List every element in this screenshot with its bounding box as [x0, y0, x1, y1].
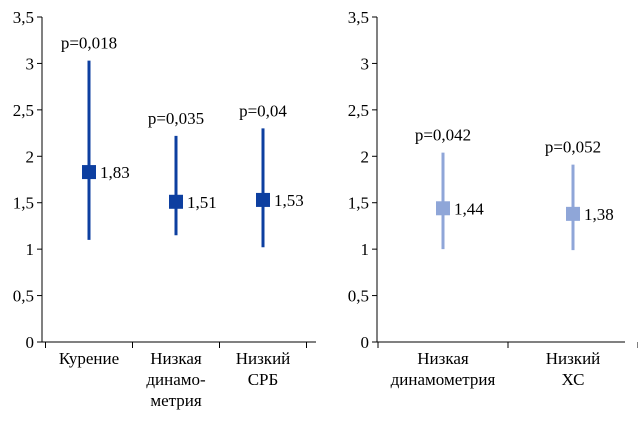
- y-tick-label: 3: [26, 54, 35, 73]
- y-tick-label: 2: [26, 147, 35, 166]
- value-label: 1,83: [100, 163, 130, 182]
- x-category-label: Курение: [59, 349, 119, 368]
- x-category-label: Низкий: [546, 349, 601, 368]
- y-tick-label: 2: [361, 147, 370, 166]
- y-tick-label: 0,5: [13, 287, 34, 306]
- chart-panel-1: 0 0,5 1 1,5 2 2,5 3 3,5 1,83 p=0,018 Курение 1,51 p=…: [13, 8, 316, 410]
- y-tick-label: 3,5: [348, 8, 369, 27]
- chart-panel-2: 0 0,5 1 1,5 2 2,5 3 3,5 1,44 p=0,042 Низкая динамом…: [348, 8, 638, 389]
- value-label: 1,44: [454, 199, 484, 218]
- x-category-label: ХС: [562, 370, 585, 389]
- p-value-label: p=0,04: [239, 101, 287, 120]
- category-group: 1,38 p=0,052 Низкий ХС: [545, 138, 614, 389]
- category-group: 1,53 p=0,04 Низкий СРБ: [236, 101, 304, 389]
- p-value-label: p=0,042: [415, 126, 471, 145]
- x-category-label: метрия: [150, 391, 202, 410]
- y-tick-label: 1: [26, 240, 35, 259]
- y-tick-label: 3,5: [13, 8, 34, 27]
- x-category-label: динамометрия: [391, 370, 496, 389]
- value-label: 1,38: [584, 205, 614, 224]
- y-tick-label: 1,5: [348, 194, 369, 213]
- point-estimate-marker: [436, 201, 450, 216]
- x-category-label: Низкая: [417, 349, 469, 368]
- x-category-label: СРБ: [248, 370, 279, 389]
- y-tick-label: 2,5: [13, 101, 34, 120]
- y-tick-label: 1: [361, 240, 370, 259]
- y-tick-label: 3: [361, 54, 370, 73]
- x-category-label: Низкий: [236, 349, 291, 368]
- p-value-label: p=0,018: [61, 34, 117, 53]
- x-category-label: Низкая: [150, 349, 202, 368]
- value-label: 1,53: [274, 191, 304, 210]
- category-group: 1,44 p=0,042 Низкая динамометрия: [391, 126, 496, 389]
- y-tick-label: 2,5: [348, 101, 369, 120]
- value-label: 1,51: [187, 193, 217, 212]
- point-estimate-marker: [169, 194, 183, 209]
- x-category-label: динамо-: [146, 370, 206, 389]
- y-tick-label: 0,5: [348, 287, 369, 306]
- y-tick-label: 0: [361, 333, 370, 352]
- point-estimate-marker: [566, 206, 580, 221]
- p-value-label: p=0,035: [148, 109, 204, 128]
- point-estimate-marker: [82, 165, 96, 180]
- category-group: 1,83 p=0,018 Курение: [59, 34, 130, 368]
- y-tick-label: 0: [26, 333, 35, 352]
- y-tick-label: 1,5: [13, 194, 34, 213]
- p-value-label: p=0,052: [545, 138, 601, 157]
- category-group: 1,51 p=0,035 Низкая динамо-метрия: [146, 109, 216, 410]
- point-estimate-marker: [256, 192, 270, 207]
